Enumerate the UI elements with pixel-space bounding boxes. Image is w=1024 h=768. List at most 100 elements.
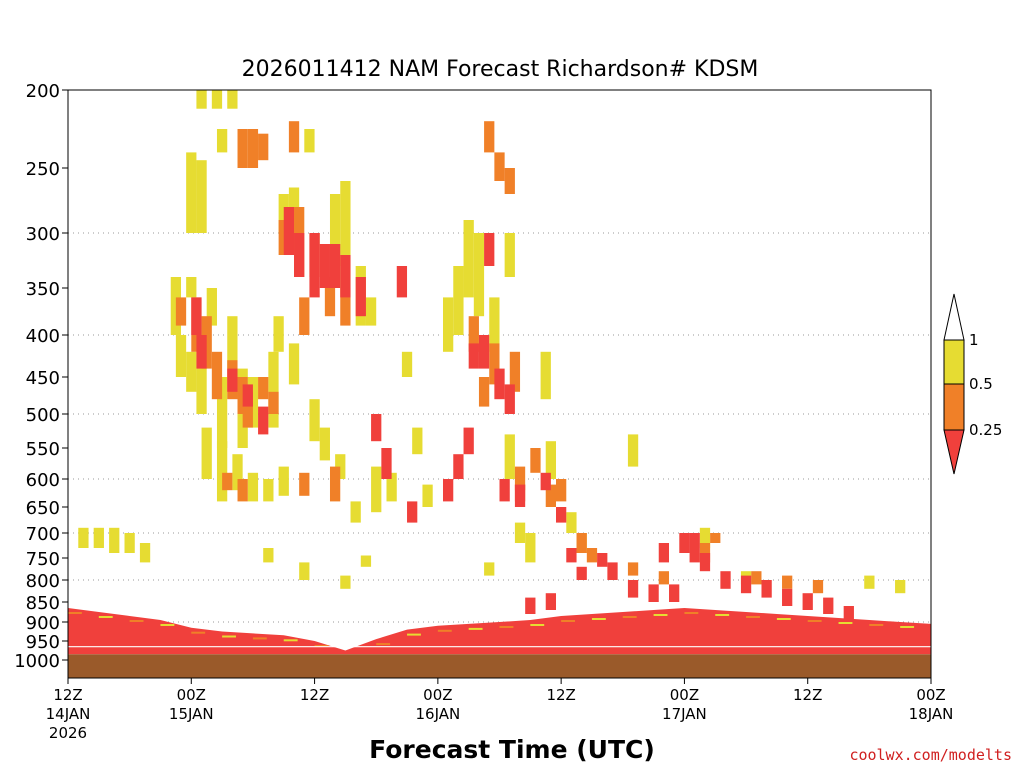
boundary-layer-streak: [715, 614, 730, 616]
ri-cell-0_5_to_1: [196, 90, 207, 109]
ri-cell-0_25_to_0_5: [812, 580, 824, 594]
ri-cell-0_5_to_1: [206, 288, 217, 326]
ri-cell-lt_0_25: [309, 233, 320, 298]
x-tick-label: 00Z: [177, 686, 206, 704]
ri-cell-0_5_to_1: [340, 575, 351, 589]
ri-cell-lt_0_25: [597, 553, 608, 567]
ri-cell-0_5_to_1: [864, 575, 875, 589]
ri-cell-0_5_to_1: [895, 580, 906, 594]
ri-cell-lt_0_25: [442, 479, 454, 502]
ri-cell-lt_0_25: [525, 597, 536, 614]
ri-cell-lt_0_25: [407, 501, 418, 523]
ri-cell-0_5_to_1: [489, 297, 500, 352]
ri-cell-0_5_to_1: [514, 522, 526, 543]
boundary-layer-streak: [68, 612, 82, 614]
ri-cell-0_5_to_1: [93, 527, 104, 548]
ri-cell-0_5_to_1: [299, 562, 310, 580]
boundary-layer-streak: [530, 624, 545, 626]
colorbar-segment-gt-1: [943, 293, 965, 341]
colorbar-label: 1: [969, 331, 979, 349]
ri-cell-0_25_to_0_5: [545, 484, 557, 507]
boundary-layer-streak: [222, 635, 236, 638]
ri-cell-lt_0_25: [566, 548, 577, 563]
x-tick-label: 14JAN: [46, 705, 91, 723]
ri-cell-lt_0_25: [191, 297, 202, 335]
ri-cell-0_5_to_1: [263, 479, 274, 502]
ri-cell-lt_0_25: [740, 575, 752, 594]
ri-cell-lt_0_25: [576, 566, 587, 580]
ri-cell-lt_0_25: [453, 454, 464, 479]
ri-cell-0_5_to_1: [109, 527, 120, 553]
ri-cell-0_25_to_0_5: [258, 133, 269, 161]
boundary-layer-streak: [98, 616, 113, 618]
y-tick-label: 450: [26, 368, 60, 389]
ri-cell-0_25_to_0_5: [237, 479, 248, 502]
ri-cell-0_25_to_0_5: [329, 466, 341, 502]
boundary-layer-streak: [900, 626, 915, 628]
x-tick-label: 12Z: [300, 686, 329, 704]
y-tick-label: 950: [26, 632, 60, 653]
ri-cell-0_5_to_1: [540, 351, 551, 400]
boundary-layer-streak: [191, 631, 206, 634]
ri-cell-0_5_to_1: [186, 351, 197, 392]
colorbar-segment-0-25-to-0-5: [943, 383, 965, 431]
y-tick-label: 350: [26, 279, 60, 300]
ri-cell-lt_0_25: [484, 233, 495, 266]
ri-cell-lt_0_25: [658, 543, 670, 563]
ri-cell-lt_0_25: [669, 584, 680, 602]
ri-cell-0_5_to_1: [350, 501, 361, 523]
y-tick-label: 1000: [14, 651, 60, 672]
ri-cell-0_5_to_1: [412, 427, 423, 455]
ri-cell-0_25_to_0_5: [699, 543, 711, 563]
ri-cell-0_25_to_0_5: [340, 288, 351, 326]
ri-cell-lt_0_25: [504, 384, 515, 414]
ri-cell-0_25_to_0_5: [237, 129, 248, 168]
ri-cell-0_5_to_1: [268, 351, 279, 428]
x-tick-label: 12Z: [793, 686, 822, 704]
ri-cell-0_5_to_1: [278, 466, 289, 496]
ri-cell-0_5_to_1: [216, 441, 228, 502]
ri-cell-0_5_to_1: [124, 533, 135, 553]
ri-cell-0_5_to_1: [247, 377, 259, 428]
ri-cell-0_5_to_1: [139, 543, 151, 563]
ri-cell-0_25_to_0_5: [299, 297, 310, 335]
ri-cell-lt_0_25: [468, 343, 479, 369]
ri-cell-lt_0_25: [782, 588, 793, 606]
y-tick-label: 900: [26, 613, 60, 634]
ri-cell-0_5_to_1: [196, 360, 207, 414]
y-tick-label: 250: [26, 159, 60, 180]
ri-cell-0_5_to_1: [216, 129, 228, 153]
ri-cell-0_5_to_1: [699, 527, 711, 548]
colorbar-segment-0-5-to-1: [943, 339, 965, 385]
ri-cell-lt_0_25: [319, 244, 330, 288]
ri-cell-0_5_to_1: [386, 472, 397, 502]
ri-cell-0_5_to_1: [525, 533, 536, 563]
ri-cell-0_25_to_0_5: [211, 351, 223, 400]
ri-cell-lt_0_25: [371, 414, 382, 442]
boundary-layer-streak: [561, 620, 576, 622]
ri-cell-0_5_to_1: [401, 351, 413, 377]
ri-cell-0_5_to_1: [365, 297, 377, 326]
ri-cell-0_25_to_0_5: [504, 168, 515, 194]
gridlines: [68, 232, 931, 623]
ri-cell-lt_0_25: [689, 533, 700, 563]
ri-cell-0_5_to_1: [247, 472, 259, 502]
ri-cell-0_5_to_1: [196, 160, 207, 233]
richardson-cells: [78, 90, 906, 622]
ri-cell-0_25_to_0_5: [288, 121, 300, 153]
ri-cell-0_5_to_1: [545, 441, 557, 479]
boundary-layer-region: [68, 608, 931, 657]
y-tick-label: 650: [26, 498, 60, 519]
boundary-layer-streak: [129, 620, 144, 622]
ri-cell-lt_0_25: [294, 233, 305, 277]
boundary-layer-streak: [252, 637, 267, 640]
ri-cell-lt_0_25: [545, 593, 557, 610]
x-tick-label: 18JAN: [909, 705, 954, 723]
boundary-layer-streak: [684, 612, 699, 614]
ri-cell-0_25_to_0_5: [658, 571, 670, 585]
plot-frame: [67, 89, 932, 679]
ri-cell-lt_0_25: [463, 427, 474, 455]
x-tick-label: 00Z: [670, 686, 699, 704]
